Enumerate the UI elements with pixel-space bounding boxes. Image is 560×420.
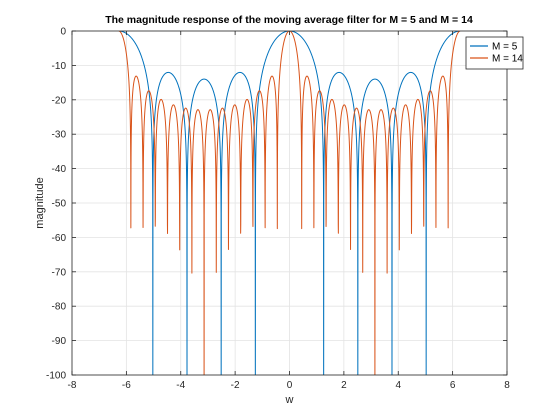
- y-axis-label: magnitude: [34, 177, 46, 228]
- x-axis-label: w: [285, 394, 294, 406]
- x-tick-label: -4: [176, 380, 185, 391]
- legend-box: [465, 36, 524, 70]
- chart-title: The magnitude response of the moving ave…: [105, 14, 473, 26]
- y-tick-label: -100: [46, 371, 66, 382]
- x-tick-label: -2: [231, 380, 240, 391]
- x-tick-label: 4: [395, 380, 401, 391]
- tick-labels: -8 -6 -4 -2 0 2 4 6 80-10-20-30-40-50-60-70-80-9…: [46, 27, 510, 392]
- y-tick-label: -10: [52, 61, 67, 72]
- x-tick-label: -8: [68, 380, 77, 391]
- y-tick-label: -20: [52, 95, 67, 106]
- x-tick-label: 6: [450, 380, 456, 391]
- y-tick-label: -60: [52, 233, 67, 244]
- y-tick-label: -30: [52, 130, 67, 141]
- x-tick-label: -6: [122, 380, 131, 391]
- legend-label: M = 5: [492, 42, 518, 53]
- x-tick-label: 0: [287, 380, 293, 391]
- grid-lines: [71, 30, 508, 376]
- x-tick-label: 2: [341, 380, 347, 391]
- y-tick-label: -90: [52, 336, 67, 347]
- y-tick-label: 0: [60, 27, 66, 38]
- y-tick-label: -80: [52, 302, 67, 313]
- y-tick-label: -40: [52, 164, 67, 175]
- y-tick-label: -50: [52, 199, 67, 210]
- legend: M = 5M = 14: [465, 36, 524, 70]
- legend-label: M = 14: [492, 54, 523, 65]
- series-line-m5: [118, 31, 461, 375]
- series-layer: [118, 31, 461, 375]
- x-tick-label: 8: [504, 380, 510, 391]
- series-line-m14: [118, 31, 461, 375]
- y-tick-label: -70: [52, 267, 67, 278]
